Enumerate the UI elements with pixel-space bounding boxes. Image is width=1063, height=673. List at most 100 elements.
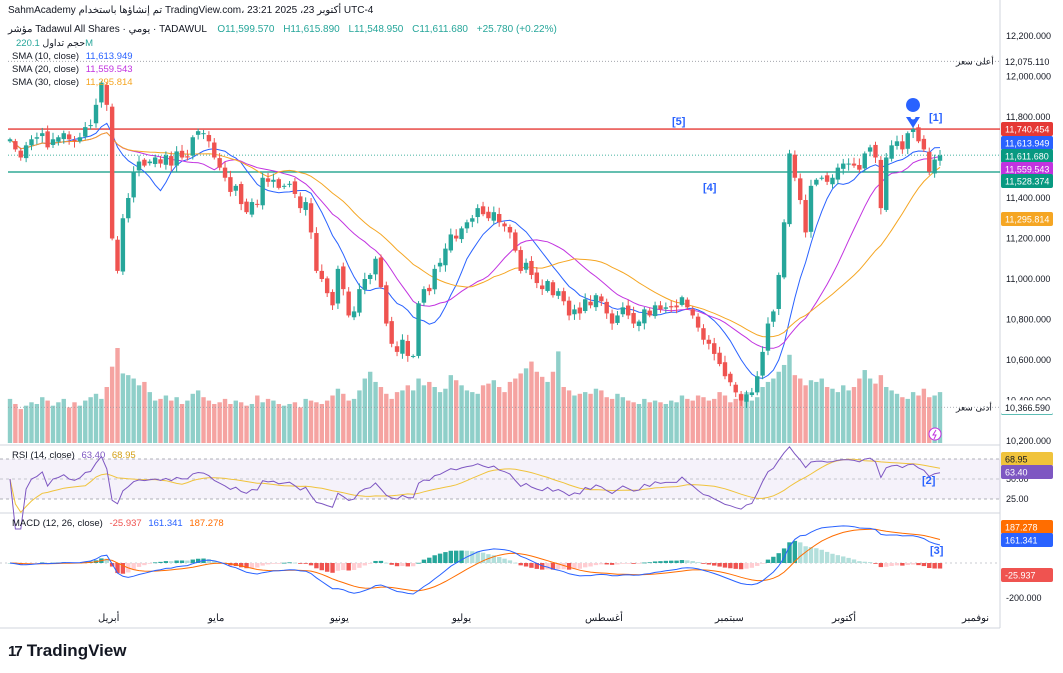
volume-bar — [228, 403, 233, 443]
legend-macd[interactable]: MACD (12, 26, close) -25.937 161.341 187… — [12, 518, 224, 529]
candle-body — [722, 362, 728, 377]
legend-rsi[interactable]: RSI (14, close) 63.40 68.95 — [12, 450, 136, 461]
candle-body — [394, 346, 400, 352]
candle-body — [373, 258, 378, 275]
candle-body — [238, 184, 244, 205]
volume-bar — [846, 390, 851, 443]
volume-bar — [851, 387, 857, 443]
macd-histogram-bar — [561, 563, 566, 570]
volume-bar — [690, 400, 695, 443]
candle-body — [308, 203, 314, 233]
candle-body — [432, 268, 437, 290]
volume-bar — [927, 397, 932, 443]
macd-histogram-bar — [378, 560, 384, 563]
macd-histogram-bar — [534, 563, 540, 569]
macd-histogram-bar — [136, 563, 142, 567]
macd-histogram-bar — [255, 563, 260, 568]
volume-bar — [292, 402, 298, 443]
time-label: أغسطس — [585, 611, 623, 624]
candle-body — [367, 274, 373, 279]
candle-body — [93, 104, 99, 124]
macd-histogram-bar — [260, 563, 265, 566]
annotation-label: [2] — [922, 475, 936, 487]
volume-bar — [394, 392, 400, 443]
candle-body — [190, 137, 195, 156]
volume-bar — [179, 403, 185, 443]
volume-bar — [88, 397, 93, 443]
macd-histogram-bar — [792, 540, 798, 563]
volume-bar — [921, 388, 927, 443]
volume-bar — [873, 383, 878, 443]
macd-histogram-bar — [841, 556, 846, 563]
candle-body — [760, 351, 765, 376]
candle-body — [29, 139, 34, 146]
price-tick: 12,200.000 — [1006, 31, 1051, 41]
macd-histogram-bar — [502, 558, 507, 563]
candle-body — [652, 305, 658, 317]
candle-body — [443, 248, 448, 266]
volume-bar — [131, 378, 136, 443]
candle-body — [233, 185, 238, 191]
macd-histogram-bar — [878, 563, 884, 568]
volume-bar — [158, 398, 163, 443]
macd-histogram-bar — [771, 556, 776, 563]
macd-histogram-bar — [432, 555, 437, 563]
candle-body — [835, 167, 841, 180]
candle-body — [615, 315, 620, 323]
legend-sma30[interactable]: SMA (30, close) 11,295.814 — [12, 77, 133, 88]
volume-bar — [56, 402, 61, 443]
macd-histogram-bar — [298, 563, 303, 564]
candle-body — [604, 301, 609, 314]
volume-bar — [518, 373, 523, 443]
candle-body — [867, 147, 873, 152]
volume-bar — [658, 402, 663, 443]
volume-bar — [238, 402, 244, 443]
candle-body — [23, 145, 29, 159]
volume-bar — [486, 383, 491, 443]
candle-body — [72, 139, 77, 142]
candle-body — [894, 141, 900, 146]
volume-bar — [626, 400, 631, 443]
volume-bar — [539, 376, 545, 443]
legend-sma20[interactable]: SMA (20, close) 11,559.543 — [12, 64, 133, 75]
candle-body — [583, 299, 588, 311]
tradingview-logo[interactable]: 17 TradingView — [8, 641, 127, 661]
candle-body — [109, 106, 115, 239]
volume-bar — [593, 388, 599, 443]
volume-bar — [814, 381, 819, 443]
volume-bar — [222, 398, 228, 443]
candle-body — [147, 161, 152, 164]
volume-bar — [674, 402, 679, 443]
volume-bar — [357, 390, 362, 443]
candle-body — [459, 228, 464, 240]
candle-body — [45, 131, 50, 148]
macd-histogram-bar — [808, 547, 814, 563]
macd-histogram-bar — [690, 561, 695, 563]
macd-histogram-bar — [539, 563, 545, 570]
volume-bar — [34, 403, 40, 443]
volume-bar — [669, 400, 674, 443]
rsi-ma-line — [9, 458, 941, 514]
volume-bar — [319, 403, 324, 443]
macd-histogram-bar — [169, 561, 174, 563]
volume-bar — [190, 393, 195, 443]
candle-body — [507, 226, 513, 233]
volume-bar — [206, 400, 212, 443]
volume-bar — [421, 385, 427, 443]
macd-histogram-bar — [900, 563, 905, 566]
ohlc-close: C11,611.680 — [412, 24, 468, 35]
volume-bar — [437, 392, 443, 443]
candle-body — [416, 303, 421, 356]
legend-sma10[interactable]: SMA (10, close) 11,613.949 — [12, 51, 133, 62]
volume-bar — [77, 405, 83, 443]
volume-bar — [7, 398, 13, 443]
macd-histogram-bar — [120, 563, 126, 574]
volume-bar — [663, 403, 669, 443]
volume-bar — [362, 378, 367, 443]
time-label: أبريل — [98, 611, 120, 624]
macd-histogram-bar — [389, 563, 394, 565]
volume-bar — [884, 387, 889, 443]
candle-body — [878, 159, 884, 209]
legend-volume[interactable]: حجم تداول 220.1M — [16, 38, 94, 49]
